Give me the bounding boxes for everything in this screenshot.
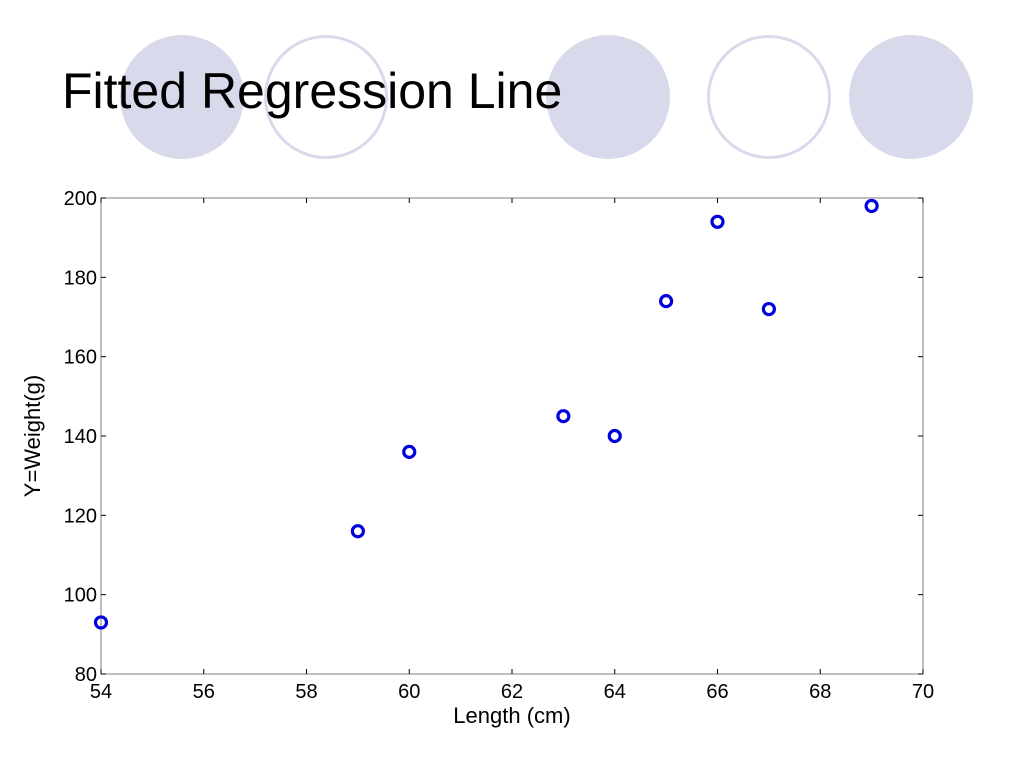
- y-tick-label: 200: [64, 188, 97, 210]
- x-tick-label: 68: [809, 681, 831, 703]
- decor-circle-filled-2: [546, 35, 670, 159]
- x-tick-label: 64: [604, 681, 626, 703]
- x-tick-label: 58: [295, 681, 317, 703]
- data-point: [93, 615, 109, 630]
- data-point: [402, 444, 417, 459]
- slide-title: Fitted Regression Line: [62, 63, 563, 119]
- x-axis: 54 56 58 60 62 64 66 68 70: [90, 198, 934, 703]
- data-point: [761, 301, 776, 317]
- data-point: [556, 409, 571, 424]
- data-point: [607, 428, 622, 444]
- data-point: [710, 214, 725, 229]
- x-axis-label: Length (cm): [453, 703, 570, 728]
- decor-circle-filled-3: [849, 35, 973, 159]
- y-tick-label: 80: [75, 664, 97, 686]
- x-tick-label: 70: [912, 681, 934, 703]
- decor-circle-ring-2: [707, 35, 831, 159]
- decor-circle-ring-1: [264, 35, 388, 159]
- decor-circle-filled-1: [120, 35, 244, 159]
- plot-frame: [100, 197, 924, 675]
- x-tick-label: 66: [706, 681, 728, 703]
- y-tick-label: 100: [64, 585, 97, 607]
- y-axis: 80 100 120 140 160 180 200: [64, 188, 923, 686]
- x-tick-label: 62: [501, 681, 523, 703]
- data-point: [864, 198, 879, 214]
- x-tick-label: 56: [193, 681, 215, 703]
- x-tick-label: 60: [398, 681, 420, 703]
- y-tick-label: 160: [64, 347, 97, 369]
- x-tick-label: 54: [90, 681, 112, 703]
- data-point: [350, 524, 365, 539]
- y-tick-label: 140: [64, 426, 97, 448]
- data-points: [93, 198, 879, 630]
- y-tick-label: 180: [64, 267, 97, 289]
- y-axis-label: Y=Weight(g): [20, 375, 45, 497]
- data-point: [659, 294, 674, 309]
- y-tick-label: 120: [64, 505, 97, 527]
